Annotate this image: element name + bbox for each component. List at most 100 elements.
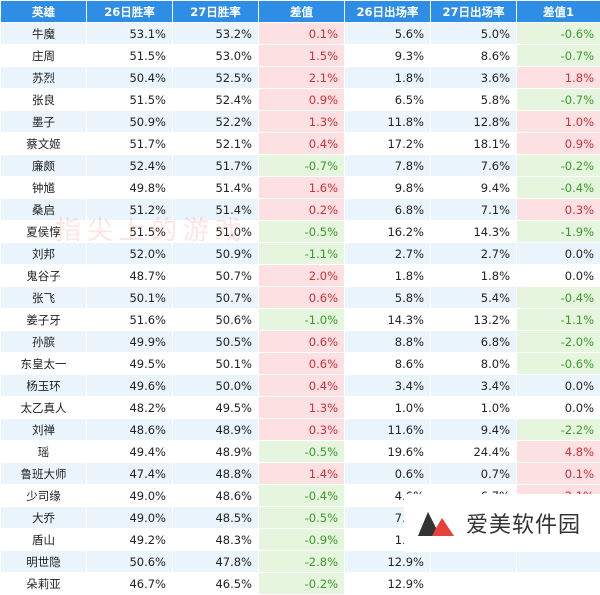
cell-winrate-diff: 1.5% bbox=[259, 45, 345, 67]
cell-winrate-26: 50.1% bbox=[87, 287, 173, 309]
cell-pickrate-27: 9.4% bbox=[431, 177, 517, 199]
cell-winrate-diff: 0.4% bbox=[259, 375, 345, 397]
cell-pickrate-diff: 0.0% bbox=[517, 243, 600, 265]
cell-pickrate-27: 1.8% bbox=[431, 265, 517, 287]
cell-pickrate-27: 5.8% bbox=[431, 89, 517, 111]
cell-hero-name: 刘禅 bbox=[1, 419, 87, 441]
cell-pickrate-27: 6.8% bbox=[431, 331, 517, 353]
cell-winrate-27: 50.9% bbox=[173, 243, 259, 265]
cell-pickrate-diff: -0.6% bbox=[517, 23, 600, 45]
cell-pickrate-27: 9.4% bbox=[431, 419, 517, 441]
cell-hero-name: 钟馗 bbox=[1, 177, 87, 199]
cell-hero-name: 孙膑 bbox=[1, 331, 87, 353]
cell-pickrate-27: 3.6% bbox=[431, 67, 517, 89]
cell-pickrate-26: 6.8% bbox=[345, 199, 431, 221]
cell-pickrate-26: 11.6% bbox=[345, 419, 431, 441]
cell-pickrate-diff: 0.0% bbox=[517, 375, 600, 397]
cell-pickrate-diff: -1.1% bbox=[517, 309, 600, 331]
cell-pickrate-diff: 0.9% bbox=[517, 133, 600, 155]
cell-winrate-26: 50.4% bbox=[87, 67, 173, 89]
cell-pickrate-diff: -0.4% bbox=[517, 177, 600, 199]
cell-pickrate-27: 18.1% bbox=[431, 133, 517, 155]
cell-winrate-27: 52.4% bbox=[173, 89, 259, 111]
cell-pickrate-diff: 0.3% bbox=[517, 199, 600, 221]
cell-winrate-diff: -0.4% bbox=[259, 485, 345, 507]
cell-winrate-26: 51.5% bbox=[87, 89, 173, 111]
cell-pickrate-diff: -2.0% bbox=[517, 331, 600, 353]
cell-winrate-diff: 1.4% bbox=[259, 463, 345, 485]
cell-hero-name: 刘邦 bbox=[1, 243, 87, 265]
cell-pickrate-26: 8.6% bbox=[345, 353, 431, 375]
cell-hero-name: 鲁班大师 bbox=[1, 463, 87, 485]
site-logo: 爱美软件园 bbox=[404, 494, 600, 552]
cell-pickrate-diff: 0.0% bbox=[517, 265, 600, 287]
cell-hero-name: 桑启 bbox=[1, 199, 87, 221]
cell-winrate-diff: 0.1% bbox=[259, 23, 345, 45]
cell-pickrate-diff: -0.2% bbox=[517, 155, 600, 177]
cell-pickrate-diff: 4.8% bbox=[517, 441, 600, 463]
cell-winrate-diff: -0.5% bbox=[259, 221, 345, 243]
cell-pickrate-diff: -0.7% bbox=[517, 45, 600, 67]
cell-pickrate-26: 11.8% bbox=[345, 111, 431, 133]
cell-winrate-27: 48.9% bbox=[173, 419, 259, 441]
cell-hero-name: 张良 bbox=[1, 89, 87, 111]
cell-winrate-27: 50.5% bbox=[173, 331, 259, 353]
column-header-pickrate-27: 27日出场率 bbox=[431, 1, 517, 23]
cell-winrate-27: 46.5% bbox=[173, 573, 259, 595]
cell-winrate-27: 51.7% bbox=[173, 155, 259, 177]
cell-pickrate-26: 1.0% bbox=[345, 397, 431, 419]
cell-winrate-diff: 2.0% bbox=[259, 265, 345, 287]
cell-winrate-26: 47.4% bbox=[87, 463, 173, 485]
cell-winrate-26: 49.6% bbox=[87, 375, 173, 397]
cell-winrate-diff: -0.5% bbox=[259, 441, 345, 463]
cell-pickrate-27: 13.2% bbox=[431, 309, 517, 331]
cell-winrate-27: 52.5% bbox=[173, 67, 259, 89]
cell-pickrate-26: 8.8% bbox=[345, 331, 431, 353]
cell-hero-name: 墨子 bbox=[1, 111, 87, 133]
logo-icon bbox=[416, 506, 456, 540]
cell-pickrate-27: 2.7% bbox=[431, 243, 517, 265]
cell-pickrate-diff bbox=[517, 573, 600, 595]
cell-hero-name: 夏侯惇 bbox=[1, 221, 87, 243]
cell-hero-name: 廉颇 bbox=[1, 155, 87, 177]
cell-pickrate-diff: 1.0% bbox=[517, 111, 600, 133]
cell-pickrate-diff: -0.4% bbox=[517, 287, 600, 309]
cell-winrate-diff: 1.3% bbox=[259, 111, 345, 133]
cell-hero-name: 苏烈 bbox=[1, 67, 87, 89]
cell-winrate-27: 53.0% bbox=[173, 45, 259, 67]
cell-winrate-diff: -1.1% bbox=[259, 243, 345, 265]
cell-winrate-26: 50.9% bbox=[87, 111, 173, 133]
cell-winrate-26: 52.0% bbox=[87, 243, 173, 265]
cell-pickrate-27 bbox=[431, 551, 517, 573]
cell-winrate-26: 49.8% bbox=[87, 177, 173, 199]
cell-winrate-27: 50.7% bbox=[173, 265, 259, 287]
cell-winrate-27: 48.3% bbox=[173, 529, 259, 551]
cell-pickrate-26: 6.5% bbox=[345, 89, 431, 111]
cell-winrate-27: 48.5% bbox=[173, 507, 259, 529]
cell-winrate-diff: 0.9% bbox=[259, 89, 345, 111]
cell-winrate-27: 50.1% bbox=[173, 353, 259, 375]
logo-text: 爱美软件园 bbox=[466, 507, 581, 539]
cell-hero-name: 庄周 bbox=[1, 45, 87, 67]
cell-winrate-diff: -0.7% bbox=[259, 155, 345, 177]
cell-winrate-26: 49.0% bbox=[87, 507, 173, 529]
cell-pickrate-27: 1.0% bbox=[431, 397, 517, 419]
cell-pickrate-27: 7.6% bbox=[431, 155, 517, 177]
cell-winrate-27: 49.5% bbox=[173, 397, 259, 419]
cell-pickrate-26: 5.6% bbox=[345, 23, 431, 45]
cell-hero-name: 瑶 bbox=[1, 441, 87, 463]
cell-winrate-26: 48.7% bbox=[87, 265, 173, 287]
cell-winrate-27: 52.2% bbox=[173, 111, 259, 133]
column-header-pickrate-diff: 差值1 bbox=[517, 1, 600, 23]
cell-hero-name: 姜子牙 bbox=[1, 309, 87, 331]
